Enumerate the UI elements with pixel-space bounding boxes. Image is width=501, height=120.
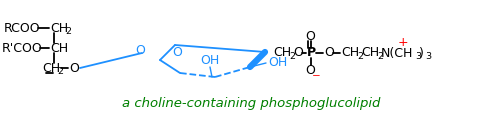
Text: OH: OH [200,54,219,67]
Text: R'COO: R'COO [2,42,43,54]
Text: +: + [397,36,407,48]
Text: CH: CH [340,46,358,60]
Text: 3: 3 [414,53,420,61]
Text: O: O [305,30,314,42]
Text: 2: 2 [356,53,362,61]
Text: 2: 2 [65,27,71,36]
Text: −: − [311,71,320,81]
Text: 2: 2 [289,53,295,61]
Text: O: O [323,46,333,60]
Text: CH: CH [42,61,60,75]
Text: a choline-containing phosphoglucolipid: a choline-containing phosphoglucolipid [122,97,379,110]
Text: CH: CH [50,21,68,35]
Text: O: O [305,64,314,78]
Text: CH: CH [50,42,68,54]
Text: 3: 3 [424,53,430,61]
Text: 2: 2 [57,67,63,77]
Text: O: O [172,46,181,60]
Text: CH: CH [273,46,291,60]
Text: OH: OH [268,57,287,69]
Text: N(CH: N(CH [380,46,412,60]
Text: O: O [135,44,145,57]
Text: ): ) [418,46,423,60]
Text: RCOO: RCOO [4,21,41,35]
Text: P: P [306,46,315,60]
Text: 2: 2 [376,53,382,61]
Text: O: O [293,46,302,60]
Text: CH: CH [360,46,378,60]
Text: O: O [69,61,79,75]
